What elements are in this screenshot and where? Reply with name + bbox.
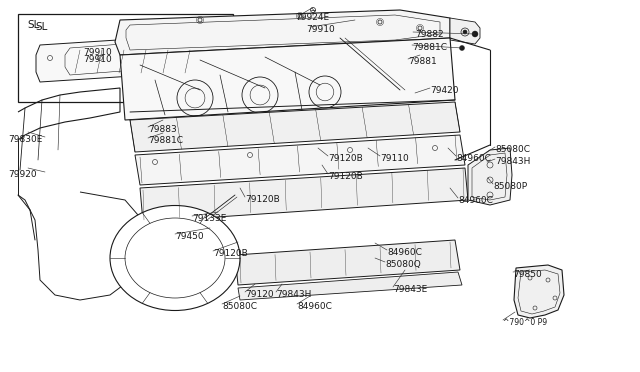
Text: 79843H: 79843H [276, 290, 312, 299]
Text: 79850: 79850 [513, 270, 541, 279]
Text: 79843E: 79843E [393, 285, 428, 294]
Text: 79882: 79882 [415, 30, 444, 39]
Polygon shape [450, 18, 480, 44]
Polygon shape [36, 35, 220, 82]
Text: 79450: 79450 [175, 232, 204, 241]
Circle shape [472, 31, 478, 37]
Polygon shape [120, 38, 455, 120]
Polygon shape [468, 148, 512, 205]
Text: 79843H: 79843H [495, 157, 531, 166]
Text: 85080C: 85080C [495, 145, 530, 154]
Text: 79881C: 79881C [412, 43, 447, 52]
Polygon shape [390, 82, 430, 100]
Ellipse shape [110, 205, 240, 311]
Text: 79910: 79910 [83, 55, 112, 64]
Text: 85080P: 85080P [493, 182, 527, 191]
Polygon shape [514, 265, 564, 318]
Text: 85080C: 85080C [222, 302, 257, 311]
Polygon shape [140, 168, 468, 222]
Polygon shape [235, 240, 460, 285]
Circle shape [460, 45, 465, 51]
Polygon shape [135, 135, 465, 185]
Text: 79120B: 79120B [328, 154, 363, 163]
Text: 84960C: 84960C [456, 154, 491, 163]
Circle shape [463, 30, 467, 34]
Polygon shape [115, 10, 450, 55]
Text: 79924E: 79924E [295, 13, 329, 22]
Text: SL: SL [35, 22, 47, 32]
Text: 79420: 79420 [430, 86, 458, 95]
Text: 79881C: 79881C [148, 136, 183, 145]
Text: SL: SL [27, 20, 40, 30]
Bar [18, 14, 233, 102]
Polygon shape [238, 272, 462, 300]
Text: ^790^0 P9: ^790^0 P9 [503, 318, 547, 327]
Polygon shape [130, 102, 460, 152]
Text: 79830E: 79830E [8, 135, 42, 144]
Text: 79910: 79910 [306, 25, 335, 34]
Text: 79133E: 79133E [192, 214, 227, 223]
Text: 79120B: 79120B [245, 195, 280, 204]
Ellipse shape [125, 218, 225, 298]
Text: 85080Q: 85080Q [385, 260, 420, 269]
Text: 79120: 79120 [245, 290, 274, 299]
Text: 79120B: 79120B [328, 172, 363, 181]
Text: 84960C: 84960C [387, 248, 422, 257]
Text: 79110: 79110 [380, 154, 409, 163]
Text: 79881: 79881 [408, 57, 436, 66]
Text: 79120B: 79120B [213, 249, 248, 258]
Text: 84960C: 84960C [297, 302, 332, 311]
Text: 84960C: 84960C [458, 196, 493, 205]
Text: 79920: 79920 [8, 170, 36, 179]
Text: 79910: 79910 [83, 48, 112, 57]
Text: 79883: 79883 [148, 125, 177, 134]
